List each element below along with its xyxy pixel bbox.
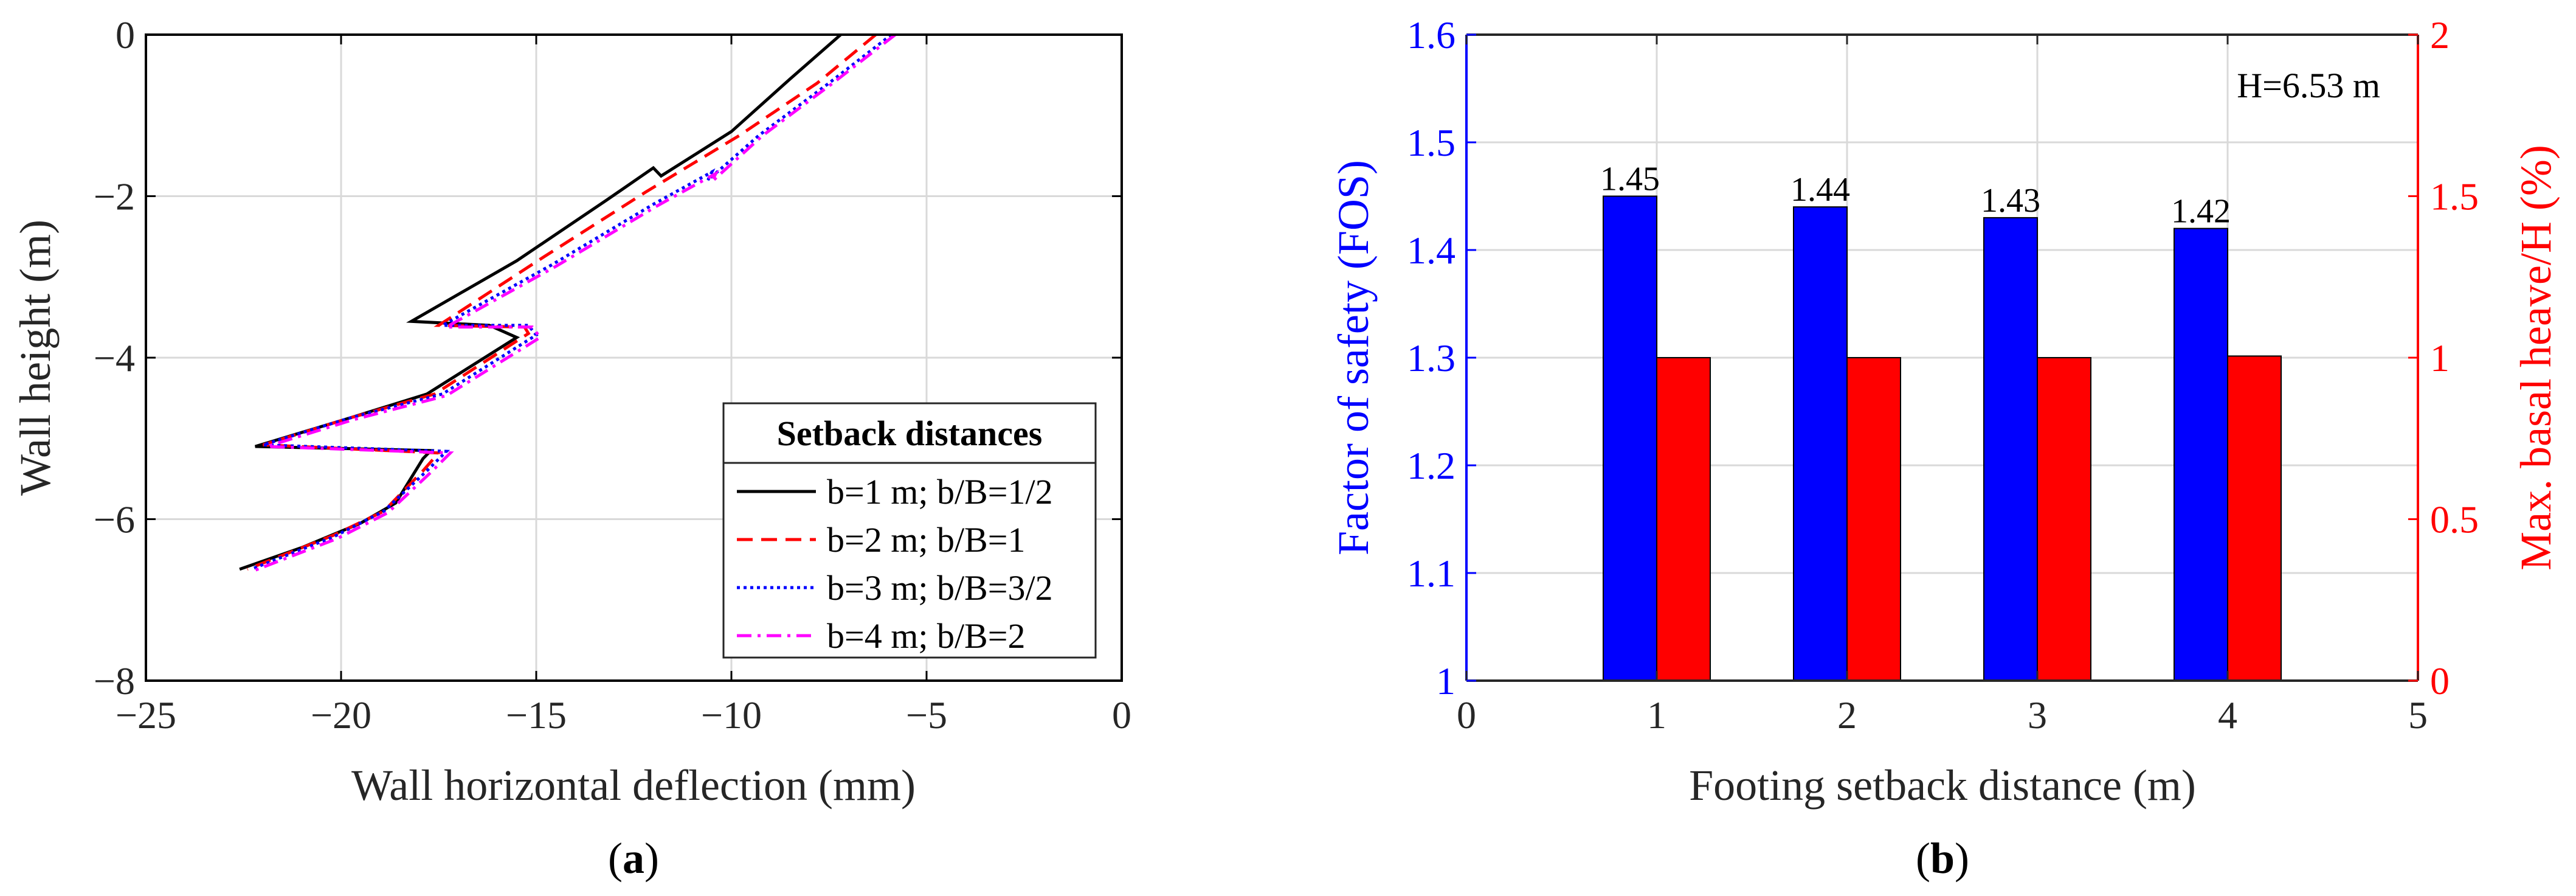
panel-b-left-tick-label: 1.5 — [1407, 121, 1455, 164]
legend-label-4: b=4 m; b/B=2 — [827, 616, 1025, 656]
panel-b-right-tick-label: 0.5 — [2430, 498, 2479, 541]
panel-b-x-tick-label: 0 — [1457, 693, 1476, 737]
panel-b-x-tick-label: 2 — [1837, 693, 1857, 737]
panel-a-x-tick-label: −15 — [506, 693, 567, 737]
panel-a-x-tick-label: −20 — [311, 693, 371, 737]
series-line-2 — [246, 33, 877, 571]
panel-b-left-tick-label: 1.4 — [1407, 229, 1455, 272]
panel-a-ticks: −25 −20 −15 −10 −5 0−8−6−4−20 — [94, 13, 1131, 737]
fos-bar-2 — [1793, 206, 1848, 681]
legend-box — [722, 402, 1097, 659]
panel-b-label-letter: b — [1930, 834, 1955, 883]
fos-bar-label-4: 1.42 — [2171, 193, 2231, 231]
panel-b-left-tick-label: 1.3 — [1407, 336, 1455, 380]
legend-title: Setback distances — [777, 414, 1043, 453]
panel-a-y-tick-label: −6 — [94, 498, 135, 541]
panel-b-ticks: 0 1 2 3 4 511.11.21.31.41.51.600.511.52 — [1407, 13, 2479, 737]
panel-b-bar-chart: 0 1 2 3 4 511.11.21.31.41.51.600.511.52 1.45 1… — [1329, 13, 2560, 883]
panel-a-y-tick-label: −4 — [94, 336, 135, 380]
panel-b-right-tick-label: 2 — [2430, 13, 2450, 57]
panel-b-right-tick-label: 0 — [2430, 659, 2450, 703]
panel-b-left-tick-label: 1 — [1436, 659, 1455, 703]
panel-a-y-axis-label: Wall height (m) — [11, 220, 60, 496]
panel-a-x-tick-label: −5 — [906, 693, 947, 737]
heave-bar-2 — [1846, 357, 1901, 681]
panel-a-y-tick-label: 0 — [116, 13, 135, 57]
panel-a-legend: Setback distances b=1 m; b/B=1/2 b=2 m; b… — [722, 402, 1097, 659]
fos-bar-label-1: 1.45 — [1600, 161, 1660, 198]
panel-b-bar-labels: 1.45 1.44 1.43 1.42 — [1600, 161, 2231, 231]
panel-a-y-tick-label: −8 — [94, 659, 135, 703]
legend-label-3: b=3 m; b/B=3/2 — [827, 568, 1053, 608]
legend-items: b=1 m; b/B=1/2 b=2 m; b/B=1 b=3 m; b/B=3/2… — [737, 472, 1053, 656]
series-line-4 — [250, 33, 897, 574]
fos-bar-label-2: 1.44 — [1790, 171, 1850, 209]
panel-b-annotation: H=6.53 m — [2237, 66, 2380, 105]
panel-b-right-tick-label: 1.5 — [2430, 175, 2479, 218]
panel-b-x-axis-label: Footing setback distance (m) — [1689, 761, 2196, 810]
legend-label-2: b=2 m; b/B=1 — [827, 520, 1025, 560]
panel-a-x-tick-label: −10 — [701, 693, 762, 737]
fos-bar-label-3: 1.43 — [1981, 182, 2040, 220]
panel-a-series — [239, 33, 897, 574]
panel-b-bars — [1603, 195, 2282, 682]
panel-b-y-axis-label-right: Max. basal heave/H (%) — [2512, 145, 2560, 571]
panel-b-label: (b) — [1916, 834, 1969, 883]
panel-b-left-tick-label: 1.6 — [1407, 13, 1455, 57]
heave-bar-4 — [2227, 355, 2282, 681]
fos-bar-3 — [1983, 217, 2038, 681]
legend-label-1: b=1 m; b/B=1/2 — [827, 472, 1053, 512]
panel-a-x-axis-label: Wall horizontal deflection (mm) — [351, 761, 916, 810]
panel-b-x-tick-label: 5 — [2408, 693, 2428, 737]
panel-b-y-axis-label-left: Factor of safety (FOS) — [1329, 160, 1378, 555]
panel-b-x-tick-label: 3 — [2028, 693, 2047, 737]
series-line-1 — [239, 33, 842, 571]
panel-b-left-tick-label: 1.1 — [1407, 552, 1455, 595]
panel-b-right-tick-label: 1 — [2430, 336, 2450, 380]
heave-bar-3 — [2037, 357, 2091, 681]
panel-a-label-letter: a — [623, 834, 644, 883]
heave-bar-1 — [1656, 357, 1711, 681]
panel-a-line-chart: −25 −20 −15 −10 −5 0−8−6−4−20 Wall horizontal… — [11, 13, 1131, 883]
fos-bar-1 — [1603, 195, 1657, 681]
panel-b-left-tick-label: 1.2 — [1407, 444, 1455, 487]
panel-a-x-tick-label: −25 — [116, 693, 176, 737]
panel-a-x-tick-label: 0 — [1112, 693, 1131, 737]
panel-a-label: (a) — [608, 834, 659, 883]
panel-a-y-tick-label: −2 — [94, 175, 135, 218]
panel-b-x-tick-label: 4 — [2218, 693, 2237, 737]
panel-b-x-tick-label: 1 — [1647, 693, 1666, 737]
fos-bar-4 — [2174, 227, 2228, 682]
